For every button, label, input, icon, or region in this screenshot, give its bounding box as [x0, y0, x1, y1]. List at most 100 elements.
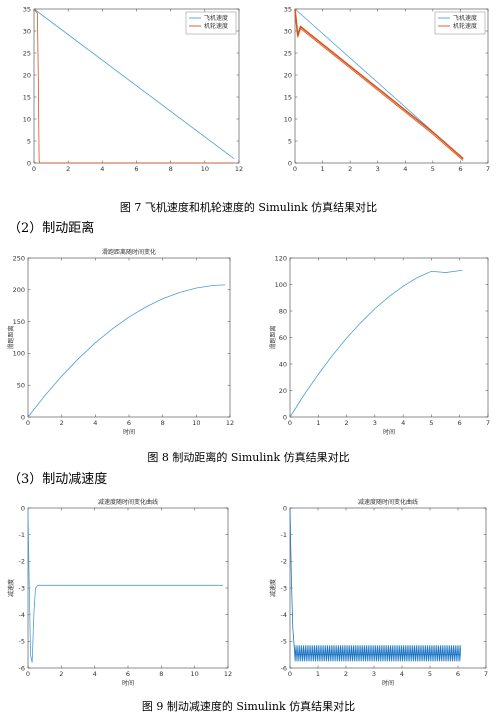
- fig7-left-ytick-label: 30: [23, 27, 31, 35]
- section-braking-distance: （2）制动距离: [8, 221, 95, 236]
- fig9-left-ytick-label: -3: [19, 584, 25, 592]
- fig9-right-title: 减速度随时间变化曲线: [358, 498, 418, 506]
- fig9-right-xtick-label: 2: [344, 670, 348, 678]
- fig9-right-ytick-label: -2: [281, 558, 287, 566]
- fig7-right-series-line-shadow: [294, 10, 464, 161]
- fig8-right-xtick-label: 3: [373, 419, 377, 427]
- fig7-left-xtick-label: 4: [100, 165, 104, 173]
- fig8-left-ylabel: 滑跑距离: [7, 325, 15, 349]
- fig9-left-ytick-label: -2: [19, 558, 25, 566]
- fig7-right-xtick-label: 2: [348, 165, 352, 173]
- fig9-right-ytick-label: 0: [283, 504, 287, 512]
- fig7-left-ytick-label: 15: [23, 93, 31, 101]
- fig7-left-xtick-label: 8: [169, 165, 173, 173]
- fig7-right-ytick-label: 30: [284, 27, 292, 35]
- fig9-right-xtick-label: 7: [484, 670, 488, 678]
- fig9-right-xlabel: 时间: [382, 679, 394, 687]
- fig7-left-xtick-label: 2: [66, 165, 70, 173]
- fig8-right-xtick-label: 1: [316, 419, 320, 427]
- fig9-left-series-line-0: [27, 507, 223, 663]
- fig7-right-series-line-1: [294, 8, 464, 160]
- fig8-right-chart: 0 1 2 3 4 5 6 7 0 20 40 60 80 100 120 时间 滑跑距离: [264, 246, 494, 442]
- fig7-right-xtick-label: 1: [321, 165, 325, 173]
- fig8-left-ytick-label: 250: [13, 254, 25, 262]
- fig9-right-xtick-label: 3: [372, 670, 376, 678]
- fig9-left-xtick-label: 10: [191, 670, 199, 678]
- fig9-left-xlabel: 时间: [122, 679, 134, 687]
- fig7-left-xtick-label: 12: [235, 165, 243, 173]
- fig9-right-ytick-label: -1: [281, 531, 287, 539]
- fig9-left-xtick-label: 2: [59, 670, 63, 678]
- fig7-right-ytick-label: 5: [288, 137, 292, 145]
- fig9-right-ylabel: 减速度: [269, 579, 277, 597]
- fig9-left-chart: 0 2 4 6 8 10 12 -6 -5 -4 -3 -2 -1 0 减速度随时间变化曲线 时间 减速度: [6, 494, 238, 692]
- fig7-left-ytick-label: 0: [27, 159, 31, 167]
- fig7-right-xtick-label: 6: [458, 165, 462, 173]
- fig9-right-chart: 0 1 2 3 4 5 6 7 -6 -5 -4 -3 -2 -1 0 减速度随时间变化曲线 时间 减速度: [262, 494, 494, 692]
- fig7-left-xtick-label: 6: [134, 165, 138, 173]
- fig9-right-xtick-label: 6: [456, 670, 460, 678]
- fig8-left-xtick-label: 2: [60, 419, 64, 427]
- fig9-right-series-band: [293, 645, 462, 662]
- fig8-left-xtick-label: 0: [26, 419, 30, 427]
- fig7-left-ytick-label: 10: [23, 115, 31, 123]
- fig8-left-title: 滑跑距离随时间变化: [102, 248, 156, 256]
- fig8-right-xtick-label: 2: [345, 419, 349, 427]
- fig7-right-xtick-label: 4: [403, 165, 407, 173]
- fig9-right-ytick-label: -3: [281, 584, 287, 592]
- fig8-left-plot-frame: [27, 257, 231, 418]
- fig8-right-ytick-label: 80: [279, 307, 287, 315]
- fig9-right-xtick-label: 4: [400, 670, 404, 678]
- fig7-right-xtick-label: 7: [486, 165, 490, 173]
- fig9-left-ytick-label: -4: [19, 611, 25, 619]
- fig9-left-ytick-label: -1: [19, 531, 25, 539]
- fig8-right-ytick-label: 40: [279, 360, 287, 368]
- fig8-left-chart: 0 2 4 6 8 10 12 0 50 100 150 200 250 滑跑距离随时间变化 时间 滑跑距离: [7, 246, 238, 442]
- fig7-left-legend-label: 飞机速度: [204, 14, 228, 22]
- fig7-right-xtick-label: 3: [376, 165, 380, 173]
- fig9-left-plot-frame: [27, 507, 229, 669]
- fig7-right-legend-box: [434, 11, 486, 35]
- fig9-right-series-line-0: [289, 507, 461, 656]
- fig9-left-title: 减速度随时间变化曲线: [98, 498, 158, 506]
- fig8-right-xlabel: 时间: [383, 428, 395, 436]
- fig7-right-ytick-label: 20: [284, 71, 292, 79]
- fig7-left-legend-box: [185, 11, 237, 35]
- fig8-left-xtick-label: 10: [192, 419, 200, 427]
- fig7-left-xtick-label: 0: [32, 165, 36, 173]
- fig8-left-series-line-0: [27, 284, 225, 418]
- fig8-right-series-line-0: [289, 270, 463, 418]
- fig9-right-xtick-label: 0: [288, 670, 292, 678]
- fig8-right-ytick-label: 0: [283, 413, 287, 421]
- fig7-right-chart: 0 1 2 3 4 5 6 7 0 5 10 15 20 25 30 35 飞机速度 机轮速度: [281, 5, 494, 185]
- fig8-right-ytick-label: 20: [279, 387, 287, 395]
- fig8-left-xtick-label: 12: [226, 419, 234, 427]
- fig8-right-plot-frame: [289, 257, 489, 418]
- fig7-left-ytick-label: 20: [23, 71, 31, 79]
- fig9-right-xtick-label: 5: [428, 670, 432, 678]
- fig9-left-xtick-label: 12: [224, 670, 232, 678]
- fig9-left-ytick-label: -6: [19, 664, 25, 672]
- fig9-left-ytick-label: 0: [21, 504, 25, 512]
- fig8-right-xtick-label: 6: [458, 419, 462, 427]
- fig7-left-xtick-label: 10: [201, 165, 209, 173]
- fig9-left-xtick-label: 4: [93, 670, 97, 678]
- fig8-left-ytick-label: 100: [13, 350, 25, 358]
- fig8-left-ytick-label: 0: [21, 413, 25, 421]
- fig7-right-xtick-label: 0: [293, 165, 297, 173]
- fig7-right-ytick-label: 35: [284, 5, 292, 13]
- fig9-right-xtick-label: 1: [316, 670, 320, 678]
- fig9-left-ylabel: 减速度: [7, 579, 15, 597]
- fig8-left-ytick-label: 50: [17, 382, 25, 390]
- fig7-left-series-line-0: [33, 8, 235, 159]
- fig7-right-plot-frame: [294, 8, 489, 164]
- fig8-right-xtick-label: 7: [486, 419, 490, 427]
- fig7-right-ytick-label: 0: [288, 159, 292, 167]
- fig8-right-xtick-label: 5: [429, 419, 433, 427]
- figure-7-caption: 图 7 飞机速度和机轮速度的 Simulink 仿真结果对比: [119, 201, 378, 214]
